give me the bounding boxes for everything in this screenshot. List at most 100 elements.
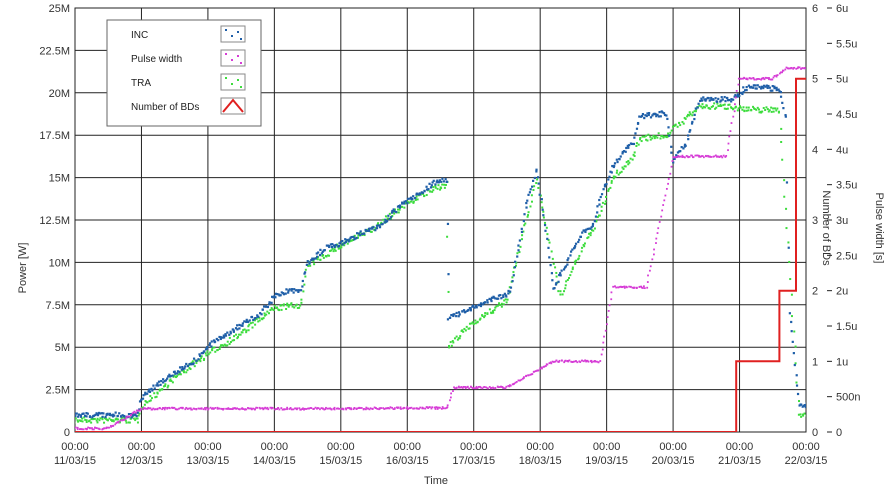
data-point bbox=[520, 230, 524, 234]
data-point bbox=[307, 264, 310, 267]
data-point bbox=[777, 110, 780, 113]
data-point bbox=[206, 350, 209, 353]
data-point bbox=[185, 371, 188, 374]
data-point bbox=[205, 354, 208, 357]
data-point bbox=[734, 96, 737, 99]
data-point bbox=[821, 417, 823, 419]
data-point bbox=[735, 89, 738, 92]
data-point bbox=[651, 137, 654, 140]
data-point bbox=[477, 385, 480, 388]
data-point bbox=[106, 426, 109, 429]
data-point bbox=[670, 151, 673, 154]
data-point bbox=[530, 200, 533, 203]
data-point bbox=[412, 201, 415, 204]
data-point bbox=[180, 368, 183, 371]
data-point bbox=[655, 237, 658, 240]
data-point bbox=[737, 83, 740, 86]
data-point bbox=[714, 154, 717, 157]
data-point bbox=[176, 408, 179, 411]
data-point bbox=[540, 198, 543, 201]
data-point bbox=[726, 97, 729, 100]
data-point bbox=[102, 412, 105, 415]
data-point bbox=[554, 283, 558, 286]
data-point bbox=[808, 404, 810, 406]
data-point bbox=[428, 406, 431, 409]
data-point bbox=[618, 158, 621, 161]
data-point bbox=[446, 318, 450, 321]
data-point bbox=[409, 407, 411, 410]
data-point bbox=[527, 374, 530, 377]
data-point bbox=[665, 136, 668, 139]
data-point bbox=[130, 414, 133, 416]
data-point bbox=[427, 407, 430, 409]
data-point bbox=[595, 360, 598, 363]
data-point bbox=[119, 418, 122, 421]
data-point bbox=[862, 415, 864, 417]
data-point bbox=[811, 417, 813, 419]
data-point bbox=[768, 77, 770, 79]
data-point bbox=[190, 362, 193, 366]
data-point bbox=[105, 426, 108, 429]
data-point bbox=[282, 303, 285, 306]
data-point bbox=[444, 407, 447, 410]
data-point bbox=[173, 374, 176, 377]
data-point bbox=[133, 410, 136, 413]
data-point bbox=[518, 239, 521, 242]
data-point bbox=[705, 98, 708, 101]
data-point bbox=[388, 217, 391, 220]
data-point bbox=[773, 87, 776, 90]
data-point bbox=[859, 415, 861, 417]
data-point bbox=[288, 304, 291, 307]
data-point bbox=[254, 319, 257, 322]
data-point bbox=[437, 181, 440, 184]
data-point bbox=[451, 340, 454, 343]
data-point bbox=[782, 107, 785, 110]
data-point bbox=[713, 102, 716, 105]
data-point bbox=[740, 91, 743, 94]
data-point bbox=[348, 407, 351, 410]
data-point bbox=[591, 229, 594, 232]
data-point bbox=[541, 366, 543, 369]
data-point bbox=[295, 303, 298, 306]
data-point bbox=[598, 214, 601, 217]
data-point bbox=[223, 343, 226, 346]
data-point bbox=[563, 361, 566, 364]
data-point bbox=[702, 96, 705, 99]
data-point bbox=[189, 407, 192, 410]
data-point bbox=[627, 146, 630, 149]
data-point bbox=[155, 395, 158, 398]
legend-dot-marker bbox=[237, 31, 239, 33]
data-point bbox=[656, 232, 659, 234]
data-point bbox=[142, 408, 145, 411]
data-point bbox=[322, 407, 324, 410]
data-point bbox=[233, 339, 236, 342]
data-point bbox=[438, 406, 441, 409]
data-point bbox=[544, 365, 547, 367]
data-point bbox=[777, 88, 780, 91]
legend-label: TRA bbox=[131, 78, 151, 89]
data-point bbox=[505, 301, 508, 304]
data-point bbox=[519, 379, 521, 382]
data-point bbox=[117, 421, 120, 424]
data-point bbox=[479, 386, 482, 389]
data-point bbox=[125, 416, 128, 419]
data-point bbox=[720, 104, 723, 107]
data-point bbox=[733, 110, 736, 113]
data-point bbox=[710, 105, 713, 108]
data-point bbox=[654, 112, 657, 116]
data-point bbox=[325, 255, 328, 258]
data-point bbox=[466, 385, 469, 388]
data-point bbox=[730, 122, 733, 124]
legend-dot-marker bbox=[237, 55, 239, 57]
data-point bbox=[425, 188, 429, 191]
data-point bbox=[608, 175, 611, 178]
data-point bbox=[551, 279, 554, 282]
data-point bbox=[509, 286, 513, 289]
data-point bbox=[712, 155, 715, 158]
data-point bbox=[176, 370, 180, 373]
data-point bbox=[138, 400, 142, 403]
data-point bbox=[92, 428, 95, 431]
data-point bbox=[338, 407, 340, 410]
data-point bbox=[548, 256, 551, 259]
data-point bbox=[549, 263, 552, 267]
